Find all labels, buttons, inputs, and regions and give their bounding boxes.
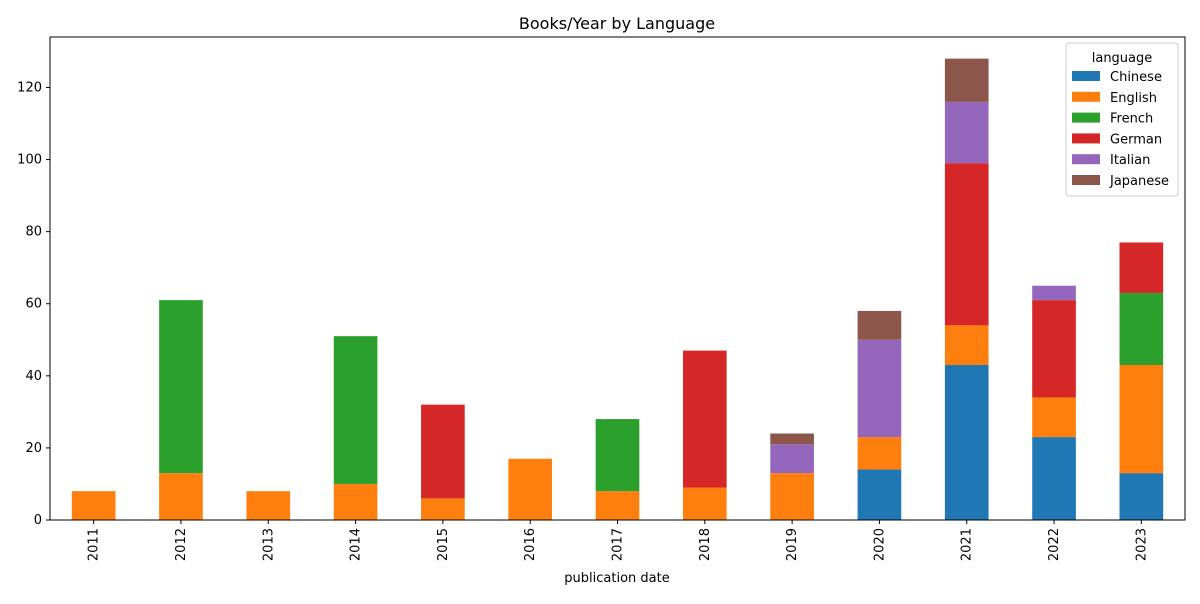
bar-english-2016 [508,458,553,520]
bar-german-2015 [421,404,465,499]
bar-english-2014 [333,483,378,520]
x-tick-label-2016: 2016 [523,528,538,561]
chart-title: Books/Year by Language [519,14,715,33]
bar-english-2012 [159,473,203,520]
bar-german-2022 [1032,300,1076,398]
bar-german-2021 [944,163,989,326]
legend-items: Chinese English French German Italian Japanes… [1072,70,1169,189]
y-tick-label-40: 40 [25,369,42,384]
bar-japanese-2019 [770,433,814,445]
legend-title: language [1092,51,1153,66]
legend-label-english: English [1110,91,1157,106]
bar-chinese-2020 [857,469,902,520]
x-tick-label-2018: 2018 [698,528,713,561]
y-tick-label-20: 20 [25,441,42,456]
x-axis-label: publication date [564,571,669,586]
x-tick-label-2022: 2022 [1047,528,1062,561]
y-tick-label-60: 60 [25,297,42,312]
x-tick-label-2015: 2015 [436,528,451,561]
legend-swatch-italian [1072,154,1100,165]
bar-english-2015 [421,498,465,520]
bar-chinese-2021 [944,365,989,520]
x-tick-label-2020: 2020 [872,528,887,561]
bar-italian-2020 [857,339,902,438]
legend-label-chinese: Chinese [1110,70,1162,85]
bar-japanese-2021 [944,58,989,102]
x-tick-label-2021: 2021 [960,528,975,561]
legend-swatch-english [1072,91,1100,102]
legend-swatch-french [1072,112,1100,123]
legend-swatch-japanese [1072,175,1100,185]
x-tick-label-2017: 2017 [611,528,626,561]
y-tick-label-80: 80 [25,225,42,240]
bar-english-2018 [682,487,727,520]
bar-english-2017 [595,491,640,520]
bar-english-2022 [1032,397,1076,438]
x-axis: 2011 2012 2013 2014 2015 2016 2017 2018 2019 2020… [87,520,1149,561]
y-axis: 0 20 40 60 80 100 120 [17,80,50,528]
bar-italian-2022 [1032,285,1076,301]
legend-swatch-german [1072,133,1100,144]
x-tick-label-2014: 2014 [349,528,364,561]
legend-label-french: French [1110,112,1153,127]
bar-french-2017 [595,419,640,492]
legend: language Chinese English French German Itali… [1065,42,1179,197]
bar-german-2018 [682,350,727,488]
y-tick-label-120: 120 [17,80,42,95]
x-tick-label-2019: 2019 [785,528,800,561]
y-tick-label-100: 100 [17,153,42,168]
x-tick-label-2012: 2012 [174,528,189,561]
bar-chinese-2022 [1032,437,1076,520]
bar-italian-2019 [770,444,814,474]
bar-english-2011 [71,491,116,520]
legend-label-german: German [1110,132,1162,147]
bar-chinese-2023 [1119,473,1164,520]
x-tick-label-2013: 2013 [261,528,276,561]
legend-swatch-chinese [1072,71,1100,81]
x-tick-label-2011: 2011 [87,528,102,561]
bar-english-2020 [857,437,902,470]
bar-english-2013 [246,491,291,520]
legend-label-italian: Italian [1110,153,1150,168]
bar-french-2014 [333,336,378,484]
bar-french-2012 [159,300,203,474]
y-tick-label-0: 0 [34,513,42,528]
bar-english-2019 [770,473,814,520]
bar-english-2021 [944,325,989,366]
x-tick-label-2023: 2023 [1134,528,1149,561]
bar-german-2023 [1119,242,1164,293]
bar-japanese-2020 [857,310,902,340]
legend-label-japanese: Japanese [1109,174,1169,189]
bars-group [71,58,1164,520]
bar-italian-2021 [944,101,989,164]
bar-english-2023 [1119,365,1164,474]
bar-french-2023 [1119,292,1164,366]
